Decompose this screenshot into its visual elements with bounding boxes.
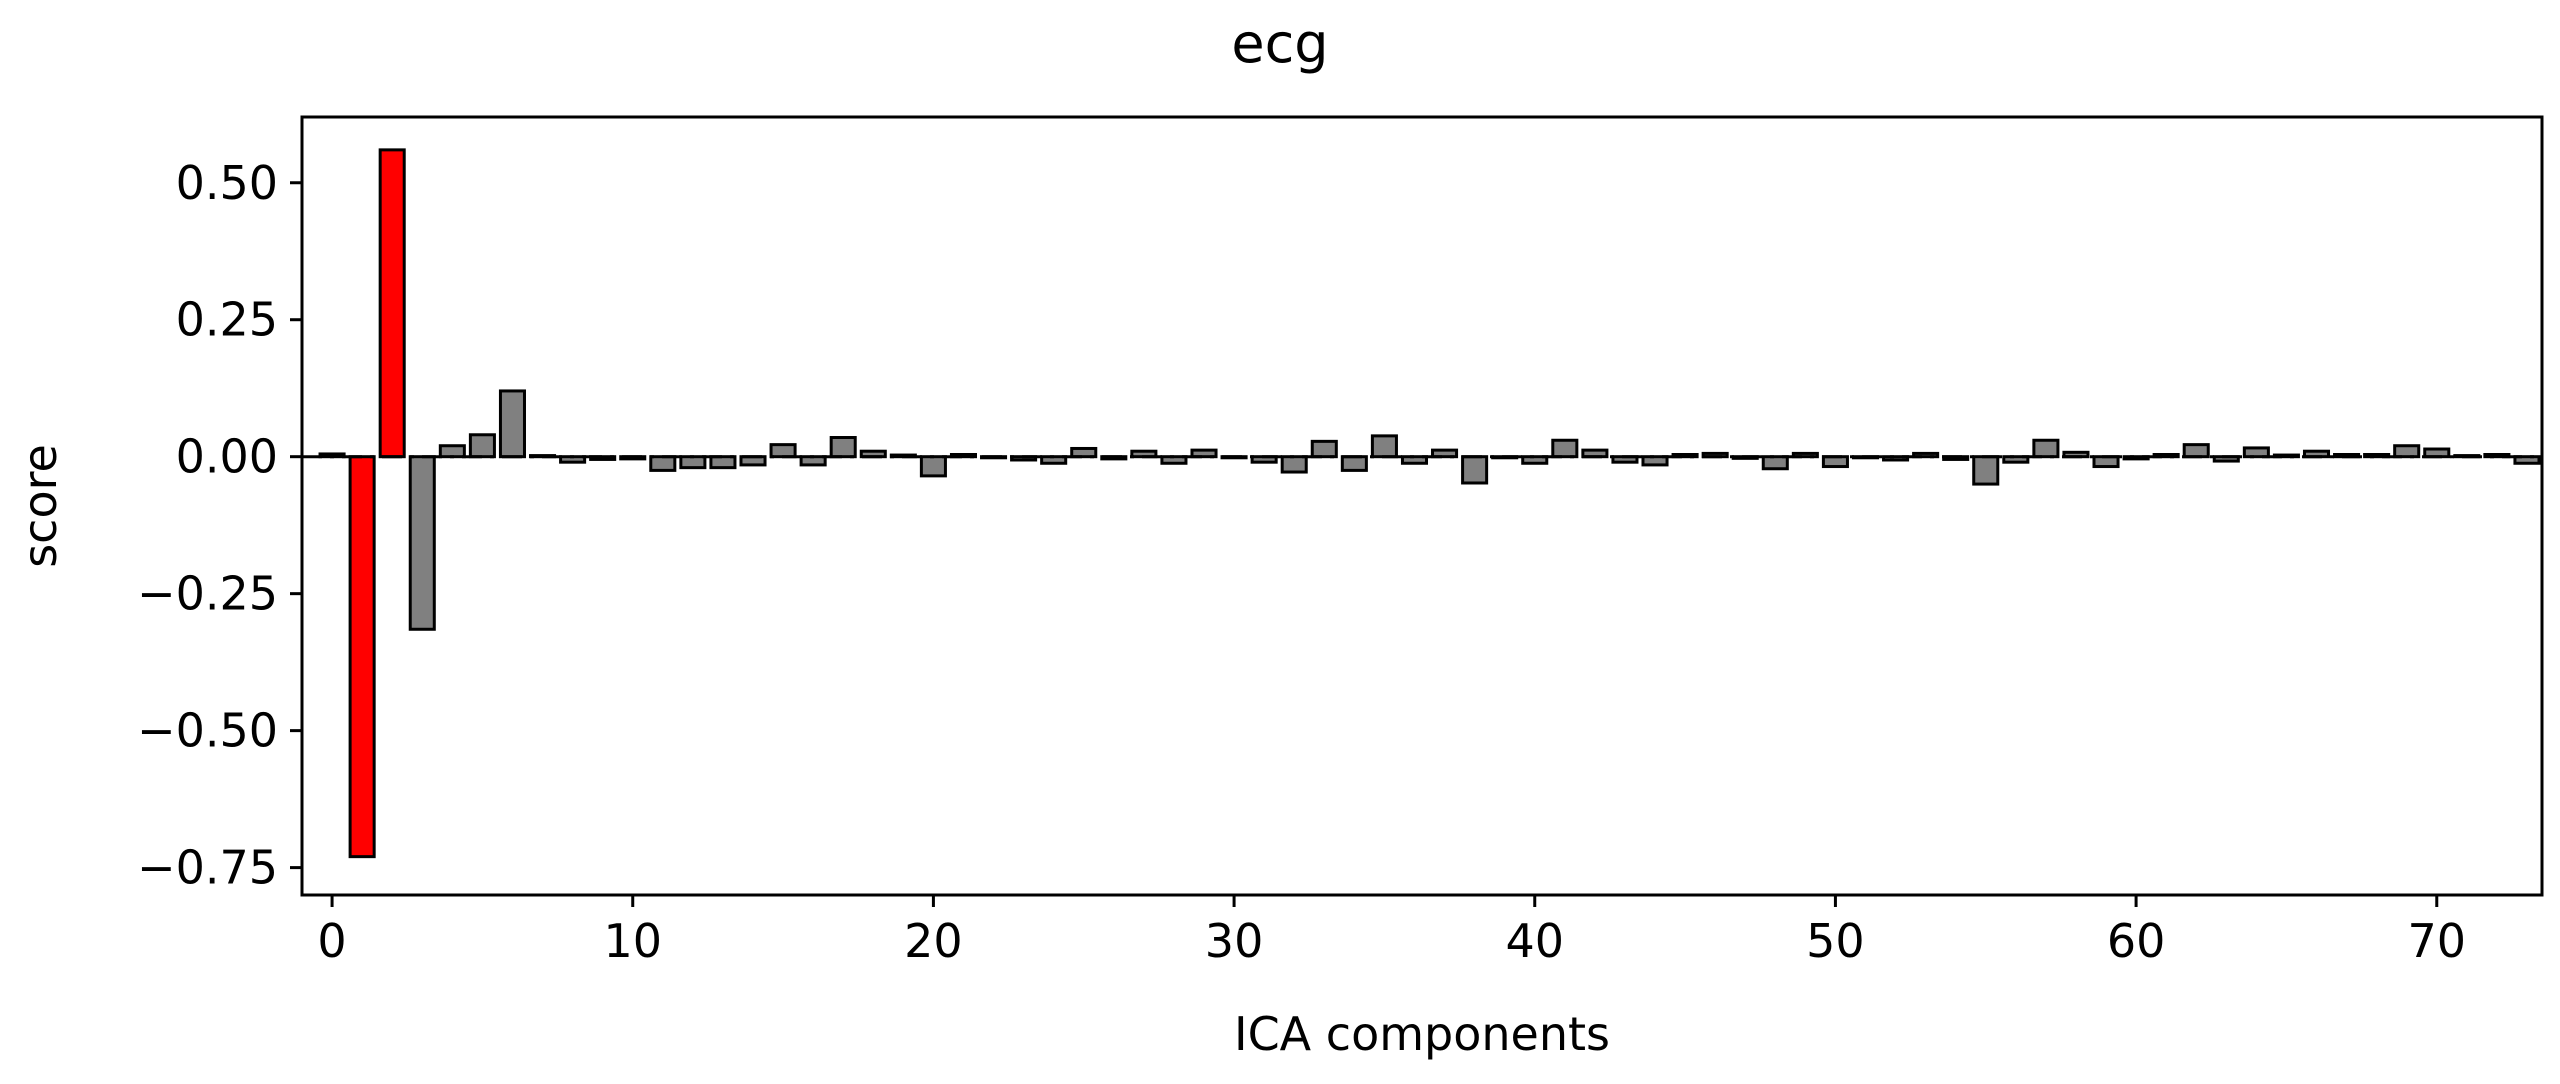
y-tick-label: 0.50 bbox=[176, 156, 278, 210]
bar-component-53 bbox=[1912, 451, 1940, 459]
bar-component-40 bbox=[1521, 455, 1549, 465]
bar-component-12 bbox=[679, 455, 707, 470]
bar-component-48 bbox=[1761, 455, 1789, 471]
bar-component-49 bbox=[1791, 451, 1819, 459]
bar-component-13 bbox=[709, 455, 737, 470]
y-tick-label: 0.00 bbox=[176, 430, 278, 484]
y-axis: −0.75 −0.50 −0.25 0.00 0.25 0.50 bbox=[137, 156, 302, 895]
bar-component-34 bbox=[1340, 455, 1368, 472]
chart-title: ecg bbox=[1231, 12, 1328, 75]
y-tick-label: −0.25 bbox=[137, 567, 278, 621]
x-tick-label: 20 bbox=[904, 914, 963, 968]
bar-component-69 bbox=[2393, 444, 2421, 459]
x-tick-label: 30 bbox=[1205, 914, 1264, 968]
y-tick-label: 0.25 bbox=[176, 293, 278, 347]
bar-component-55 bbox=[1972, 455, 2000, 486]
x-axis: 0 10 20 30 40 50 60 70 bbox=[317, 895, 2466, 968]
y-axis-label: score bbox=[13, 444, 67, 568]
bar-excluded-component-1 bbox=[348, 455, 376, 859]
y-tick-label: −0.75 bbox=[137, 841, 278, 895]
bar-component-37 bbox=[1431, 448, 1459, 459]
bar-component-36 bbox=[1400, 455, 1429, 465]
bar-excluded-component-2 bbox=[378, 148, 406, 459]
bar-component-41 bbox=[1551, 438, 1579, 459]
bar-component-11 bbox=[649, 455, 677, 472]
bar-component-73 bbox=[2513, 455, 2541, 465]
bar-component-52 bbox=[1882, 455, 1910, 462]
plot-frame bbox=[300, 115, 2544, 897]
x-tick-label: 40 bbox=[1505, 914, 1564, 968]
x-tick-label: 0 bbox=[317, 914, 346, 968]
bar-component-44 bbox=[1641, 455, 1669, 467]
bar-component-5 bbox=[468, 433, 496, 459]
bar-component-32 bbox=[1280, 455, 1308, 474]
bar-component-64 bbox=[2242, 446, 2270, 459]
bar-component-3 bbox=[408, 455, 436, 631]
y-tick-label: −0.50 bbox=[137, 704, 278, 758]
bar-component-57 bbox=[2032, 438, 2060, 459]
x-tick-label: 70 bbox=[2407, 914, 2466, 968]
bar-component-56 bbox=[2002, 455, 2030, 464]
bar-component-20 bbox=[919, 455, 947, 478]
bar-component-62 bbox=[2182, 443, 2210, 459]
bars-layer bbox=[318, 148, 2541, 859]
x-tick-label: 50 bbox=[1806, 914, 1865, 968]
bar-component-35 bbox=[1370, 434, 1398, 459]
x-axis-label: ICA components bbox=[1234, 1007, 1610, 1061]
bar-component-4 bbox=[438, 444, 466, 459]
bar-component-38 bbox=[1461, 455, 1489, 485]
bar-component-33 bbox=[1310, 439, 1338, 459]
bar-component-25 bbox=[1070, 446, 1098, 459]
bar-component-6 bbox=[498, 389, 526, 459]
x-tick-label: 60 bbox=[2107, 914, 2166, 968]
x-tick-label: 10 bbox=[603, 914, 662, 968]
bar-component-17 bbox=[829, 436, 857, 459]
bar-component-29 bbox=[1190, 448, 1218, 459]
bar-component-15 bbox=[769, 443, 797, 459]
